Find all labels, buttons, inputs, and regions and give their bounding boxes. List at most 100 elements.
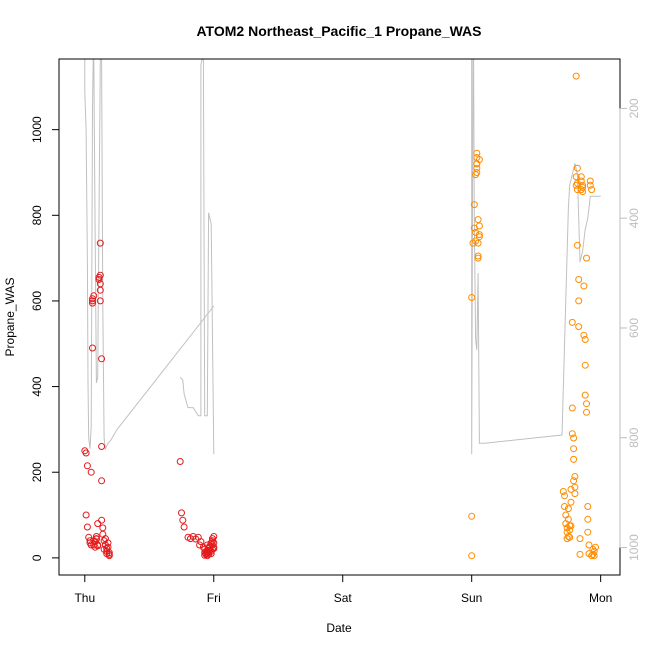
y-tick-label: 1000 [30, 116, 44, 143]
data-point [206, 542, 214, 550]
data-point [92, 533, 100, 540]
data-point [566, 526, 574, 534]
data-point [96, 239, 104, 247]
data-point [584, 515, 592, 523]
data-point [90, 292, 98, 300]
data-point [564, 533, 572, 540]
data-point [583, 254, 590, 262]
data-point [581, 361, 589, 369]
data-point [83, 462, 91, 470]
data-point [584, 503, 592, 510]
data-point [570, 445, 578, 453]
data-point [474, 239, 482, 247]
data-point [581, 336, 589, 343]
y-tick-label: 800 [30, 205, 44, 225]
data-point [566, 533, 574, 541]
data-point [568, 430, 576, 438]
data-point [583, 400, 590, 408]
data-point [564, 505, 572, 513]
data-point [577, 173, 585, 181]
data-point [98, 477, 106, 485]
data-point [470, 201, 478, 209]
data-point [83, 523, 91, 531]
data-point [564, 515, 572, 523]
data-point [92, 535, 100, 543]
data-point [201, 551, 209, 559]
data-point [567, 498, 575, 506]
y-axis: 0 200 400 600 800 1000 [30, 116, 60, 561]
chart-title: ATOM2 Northeast_Pacific_1 Propane_WAS [196, 23, 481, 39]
data-point [584, 528, 592, 536]
data-point [473, 164, 481, 172]
data-point [474, 252, 482, 260]
data-point [571, 483, 579, 491]
data-point [567, 522, 575, 530]
data-point [579, 184, 587, 191]
data-point [561, 492, 568, 500]
data-point [580, 282, 588, 290]
altitude-line-1 [84, 58, 215, 451]
data-point [571, 473, 579, 480]
data-point [180, 523, 188, 531]
data-point [572, 72, 580, 80]
altitude-line-3 [471, 58, 601, 455]
x-tick-label: Thu [74, 591, 95, 605]
data-point [99, 524, 107, 532]
y-tick-label: 600 [30, 291, 44, 311]
data-point [590, 547, 598, 555]
y2-tick-label: 800 [627, 427, 641, 447]
data-point [588, 186, 596, 194]
data-point [87, 468, 95, 476]
data-point [571, 490, 579, 498]
data-point [474, 254, 482, 262]
data-point [96, 286, 104, 294]
data-point [468, 294, 476, 301]
y-axis-label: Propane_WAS [3, 278, 17, 357]
data-point [178, 509, 185, 517]
data-point [581, 391, 589, 399]
y-tick-label: 200 [30, 462, 44, 482]
data-point [570, 477, 578, 485]
data-point [561, 503, 568, 510]
data-point [94, 520, 102, 528]
data-point [576, 535, 584, 543]
data-point [572, 173, 580, 181]
plot-frame [58, 58, 621, 576]
data-point [475, 222, 483, 230]
data-point [95, 276, 103, 283]
data-point [468, 512, 476, 520]
data-point [196, 541, 204, 549]
x-tick-label: Fri [207, 591, 221, 605]
data-point [590, 552, 598, 560]
data-point [468, 552, 476, 560]
data-point [580, 331, 588, 339]
data-point [567, 485, 575, 493]
data-point [568, 318, 576, 326]
data-point [585, 541, 593, 549]
data-point [559, 488, 567, 495]
data-point [586, 177, 594, 185]
x-axis: Thu Fri Sat Sun Mon [74, 574, 612, 605]
y2-tick-label: 200 [627, 98, 641, 118]
data-point [475, 233, 483, 241]
altitude-layer [84, 58, 601, 455]
y2-tick-label: 1000 [627, 534, 641, 561]
data-point [473, 149, 481, 157]
data-point [575, 297, 583, 305]
x-tick-label: Sat [334, 591, 353, 605]
data-point [568, 404, 576, 412]
y2-tick-label: 600 [627, 318, 641, 338]
data-point [573, 241, 581, 249]
data-point [86, 537, 94, 545]
data-point [179, 516, 187, 524]
data-point [474, 216, 482, 224]
data-point [577, 177, 585, 185]
data-point [202, 550, 210, 558]
data-point [96, 297, 104, 305]
points-layer [81, 72, 599, 560]
data-point [570, 455, 578, 463]
data-point [89, 297, 96, 305]
data-point [576, 550, 584, 558]
data-point [592, 543, 599, 551]
